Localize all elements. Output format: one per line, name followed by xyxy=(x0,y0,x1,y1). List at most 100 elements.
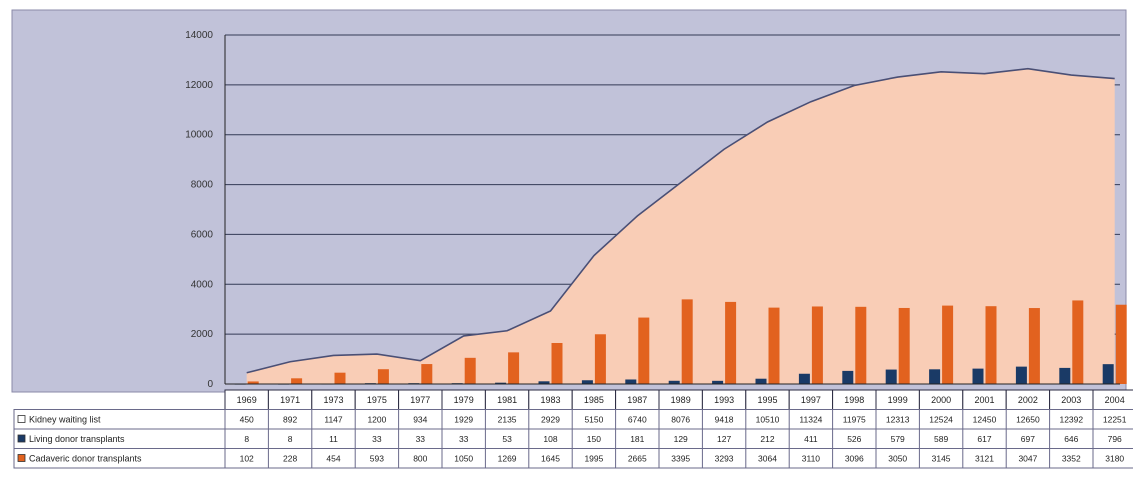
legend-label: Kidney waiting list xyxy=(29,415,101,425)
category-label: 1969 xyxy=(237,395,257,405)
y-tick-label: 10000 xyxy=(185,130,213,141)
category-label: 1973 xyxy=(323,395,343,405)
bar-cadaveric-donor xyxy=(1072,300,1084,384)
bar-living-donor xyxy=(1059,367,1071,384)
table-cell-value: 934 xyxy=(413,415,427,425)
table-cell-value: 3064 xyxy=(758,454,777,464)
table-cell-value: 697 xyxy=(1021,434,1035,444)
bar-cadaveric-donor xyxy=(1028,308,1040,384)
table-cell-value: 646 xyxy=(1064,434,1078,444)
bar-cadaveric-donor xyxy=(898,307,910,384)
category-label: 1983 xyxy=(540,395,560,405)
table-cell-value: 127 xyxy=(717,434,731,444)
table-cell-value: 411 xyxy=(804,434,818,444)
table-cell-value: 12313 xyxy=(886,415,910,425)
table-cell-value: 12450 xyxy=(973,415,997,425)
bar-cadaveric-donor xyxy=(985,306,997,384)
bar-cadaveric-donor xyxy=(811,306,823,384)
table-cell-value: 12524 xyxy=(929,415,953,425)
bar-living-donor xyxy=(712,380,724,384)
table-cell-value: 53 xyxy=(502,434,512,444)
category-label: 1989 xyxy=(671,395,691,405)
bar-cadaveric-donor xyxy=(421,364,433,384)
table-cell-value: 593 xyxy=(370,454,384,464)
table-cell-value: 33 xyxy=(372,434,382,444)
bar-cadaveric-donor xyxy=(681,299,693,384)
table-cell-value: 8 xyxy=(288,434,293,444)
y-tick-label: 14000 xyxy=(185,30,213,41)
bar-cadaveric-donor xyxy=(377,369,389,384)
category-label: 2003 xyxy=(1061,395,1081,405)
table-cell-value: 2135 xyxy=(498,415,517,425)
waiting-list-area xyxy=(246,67,1115,385)
table-cell-value: 3050 xyxy=(888,454,907,464)
table-cell-value: 9418 xyxy=(715,415,734,425)
table-cell-value: 8 xyxy=(244,434,249,444)
table-cell-value: 3096 xyxy=(845,454,864,464)
y-tick-label: 12000 xyxy=(185,80,213,91)
table-cell-value: 102 xyxy=(240,454,254,464)
y-tick-label: 6000 xyxy=(191,229,214,240)
bar-cadaveric-donor xyxy=(725,301,737,384)
table-cell-value: 129 xyxy=(674,434,688,444)
category-label: 1977 xyxy=(410,395,430,405)
bar-living-donor xyxy=(972,368,984,384)
table-cell-value: 1050 xyxy=(454,454,473,464)
table-cell-value: 1645 xyxy=(541,454,560,464)
table-cell-value: 212 xyxy=(760,434,774,444)
bar-living-donor xyxy=(842,370,854,384)
table-cell-value: 3180 xyxy=(1105,454,1124,464)
legend-key xyxy=(17,415,26,423)
table-cell-value: 11324 xyxy=(799,415,822,425)
table-cell-value: 3395 xyxy=(671,454,690,464)
bar-living-donor xyxy=(581,380,593,384)
table-cell-value: 6740 xyxy=(628,415,647,425)
category-label: 1999 xyxy=(888,395,908,405)
table-cell-value: 526 xyxy=(847,434,861,444)
bar-cadaveric-donor xyxy=(291,378,303,384)
category-label: 1995 xyxy=(757,395,777,405)
y-axis: 0 2000 4000 6000 8000 10000 12000 14000 xyxy=(185,30,1120,390)
category-label: 1985 xyxy=(584,395,604,405)
bar-living-donor xyxy=(1015,366,1027,384)
table-cell-value: 1995 xyxy=(584,454,603,464)
bar-cadaveric-donor xyxy=(855,306,867,384)
bar-cadaveric-donor xyxy=(247,381,259,384)
table-cell-value: 228 xyxy=(283,454,297,464)
data-table-body xyxy=(13,409,1133,469)
table-cell-value: 11975 xyxy=(843,415,866,425)
table-cell-value: 33 xyxy=(416,434,426,444)
bar-cadaveric-donor xyxy=(508,352,520,384)
table-cell-value: 3121 xyxy=(975,454,994,464)
bar-living-donor xyxy=(929,369,941,384)
table-cell-value: 1147 xyxy=(324,415,343,425)
table-cell-value: 150 xyxy=(587,434,601,444)
bar-living-donor xyxy=(755,378,767,384)
legend-label: Cadaveric donor transplants xyxy=(29,454,142,464)
category-label: 1998 xyxy=(844,395,864,405)
bar-cadaveric-donor xyxy=(638,317,650,384)
table-cell-value: 181 xyxy=(630,434,644,444)
table-cell-value: 1929 xyxy=(454,415,473,425)
table-cell-value: 1269 xyxy=(498,454,517,464)
table-cell-value: 12392 xyxy=(1059,415,1083,425)
table-cell-value: 5150 xyxy=(584,415,603,425)
table-cell-value: 108 xyxy=(543,434,557,444)
table-cell-value: 12650 xyxy=(1016,415,1040,425)
category-label: 2004 xyxy=(1105,395,1125,405)
table-cell-value: 3145 xyxy=(932,454,951,464)
y-tick-label: 0 xyxy=(207,379,213,390)
bar-living-donor xyxy=(798,373,810,384)
table-cell-value: 800 xyxy=(413,454,427,464)
table-cell-value: 33 xyxy=(459,434,469,444)
table-cell-value: 10510 xyxy=(756,415,780,425)
table-cell-value: 3293 xyxy=(715,454,734,464)
table-cell-value: 11 xyxy=(329,434,338,444)
category-label: 2001 xyxy=(974,395,994,405)
bar-cadaveric-donor xyxy=(942,305,954,384)
legend-label: Living donor transplants xyxy=(29,434,125,444)
y-tick-label: 4000 xyxy=(191,279,214,290)
legend-key xyxy=(17,434,26,443)
table-cell-value: 3110 xyxy=(802,454,821,464)
category-label: 1981 xyxy=(497,395,517,405)
